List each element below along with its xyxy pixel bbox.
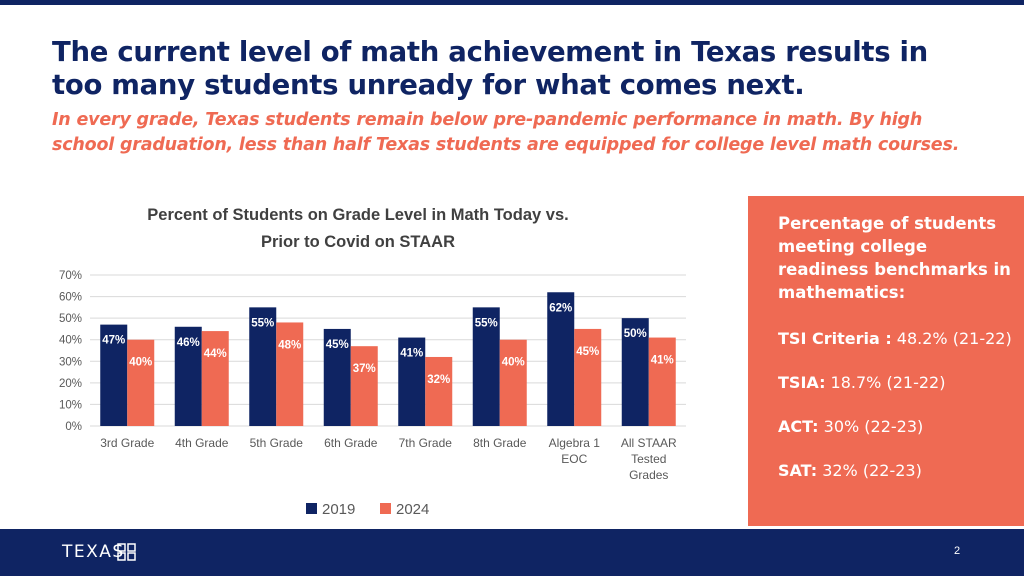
bar-2024 — [425, 356, 453, 426]
chart-title: Percent of Students on Grade Level in Ma… — [147, 206, 568, 224]
data-label: 40% — [502, 357, 525, 369]
bar-2019 — [249, 307, 277, 426]
slide-subtitle: In every grade, Texas students remain be… — [52, 110, 960, 155]
bar-2024 — [350, 346, 378, 426]
legend-label: 2024 — [396, 501, 429, 518]
x-tick-label: 5th Grade — [250, 436, 304, 450]
bar-2019 — [398, 337, 426, 426]
panel-item-label: TSI Criteria : — [778, 329, 892, 348]
x-tick-label: Grades — [629, 468, 668, 482]
panel-item-label: ACT: — [778, 417, 819, 436]
y-tick-label: 50% — [59, 313, 82, 325]
legend-swatch — [380, 503, 391, 514]
panel-item-act: ACT: 30% (22-23) — [778, 416, 1014, 438]
panel-item-value: 18.7% (21-22) — [825, 373, 946, 392]
x-tick-label: 3rd Grade — [100, 436, 154, 450]
x-tick-label: All STAAR — [621, 436, 677, 450]
data-label: 41% — [400, 348, 423, 360]
x-tick-label: EOC — [561, 452, 587, 466]
top-accent-bar — [0, 0, 1024, 5]
data-label: 37% — [353, 363, 376, 375]
bar-2019 — [621, 318, 649, 426]
panel-item-value: 32% (22-23) — [817, 461, 922, 480]
x-tick-label: 8th Grade — [473, 436, 527, 450]
legend-swatch — [306, 503, 317, 514]
panel-item-tsi: TSI Criteria : 48.2% (21-22) — [778, 328, 1014, 350]
data-label: 41% — [651, 355, 674, 367]
chart-title: Prior to Covid on STAAR — [261, 233, 455, 251]
data-label: 50% — [624, 328, 647, 340]
panel-item-label: SAT: — [778, 461, 818, 480]
panel-heading: Percentage of students meeting college r… — [778, 214, 1011, 302]
bar-2024 — [499, 339, 527, 426]
panel-item-value: 30% (22-23) — [818, 417, 924, 436]
data-label: 45% — [576, 346, 599, 358]
slide-title: The current level of math achievement in… — [52, 36, 928, 101]
bar-2024 — [127, 339, 155, 426]
data-label: 44% — [204, 348, 227, 360]
data-label: 40% — [129, 357, 152, 369]
y-tick-label: 20% — [59, 378, 82, 390]
data-label: 62% — [549, 302, 572, 314]
bar-2024 — [201, 331, 229, 426]
x-tick-label: 4th Grade — [175, 436, 229, 450]
legend-label: 2019 — [322, 501, 355, 518]
page-number: 2 — [954, 545, 961, 557]
y-tick-label: 10% — [59, 399, 82, 411]
x-tick-label: 7th Grade — [399, 436, 453, 450]
y-tick-label: 60% — [59, 292, 82, 304]
bar-2019 — [174, 326, 202, 426]
x-tick-label: 6th Grade — [324, 436, 378, 450]
y-tick-label: 40% — [59, 335, 82, 347]
texas-logo: TEXAS — [62, 542, 125, 562]
data-label: 45% — [326, 339, 349, 351]
data-label: 46% — [177, 337, 200, 349]
data-label: 48% — [278, 339, 301, 351]
footer-bar: TEXAS 2 — [0, 529, 1024, 576]
bar-2019 — [547, 292, 575, 426]
data-label: 32% — [427, 374, 450, 386]
data-label: 47% — [102, 335, 125, 347]
y-tick-label: 0% — [65, 421, 82, 433]
y-tick-label: 30% — [59, 356, 82, 368]
panel-item-label: TSIA: — [778, 373, 826, 392]
panel-item-value: 48.2% (21-22) — [891, 329, 1012, 348]
x-tick-label: Algebra 1 — [549, 436, 601, 450]
bar-2024 — [648, 337, 676, 426]
data-label: 55% — [251, 317, 274, 329]
logo-mark-icon — [117, 543, 136, 561]
panel-item-sat: SAT: 32% (22-23) — [778, 460, 1014, 482]
bar-2019 — [323, 328, 351, 426]
panel-item-tsia: TSIA: 18.7% (21-22) — [778, 372, 1014, 394]
x-tick-label: Tested — [631, 452, 666, 466]
bar-2024 — [574, 328, 602, 426]
y-tick-label: 70% — [59, 270, 82, 282]
bar-2019 — [100, 324, 128, 426]
bar-2024 — [276, 322, 304, 426]
readiness-panel: Percentage of students meeting college r… — [748, 196, 1024, 526]
data-label: 55% — [475, 317, 498, 329]
bar-2019 — [472, 307, 500, 426]
bar-chart: Percent of Students on Grade Level in Ma… — [59, 206, 686, 518]
